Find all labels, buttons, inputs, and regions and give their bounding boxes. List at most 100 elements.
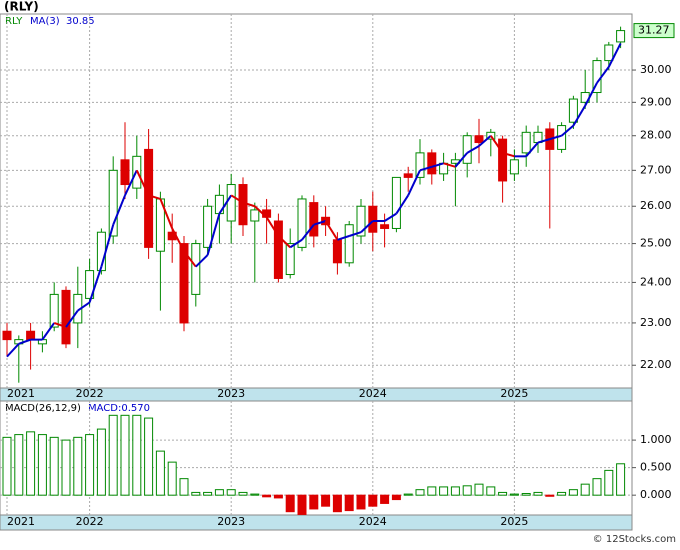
x-tick-label: 2023	[217, 515, 245, 528]
candle-body	[49, 293, 59, 328]
macd-bar	[545, 494, 555, 497]
macd-bar	[321, 494, 331, 507]
ma-line	[348, 231, 362, 237]
x-tick-label: 2021	[7, 387, 35, 400]
ma-line	[171, 228, 185, 252]
candle-body	[391, 176, 401, 229]
source: © 12Stocks.com	[593, 534, 676, 545]
macd-bar	[356, 494, 366, 510]
macd-bar	[486, 486, 496, 496]
ma-line	[289, 238, 303, 249]
candle-body	[332, 239, 342, 264]
macd-bar	[380, 494, 390, 504]
ma-line	[100, 224, 115, 267]
y-tick-label: 0.000	[640, 488, 672, 501]
macd-bar	[96, 428, 106, 496]
x-axis-band	[0, 514, 633, 531]
ma-line	[395, 194, 410, 215]
candle-body	[568, 98, 578, 123]
macd-bar	[73, 436, 83, 496]
candle-body	[226, 184, 236, 222]
ma-line	[183, 250, 197, 268]
candle-body	[120, 159, 130, 186]
last-price-box	[633, 23, 675, 39]
macd-bar	[14, 434, 24, 496]
symbol-label: RLY	[5, 16, 23, 27]
y-tick-label: 25.00	[640, 237, 672, 250]
macd-label: MACD:0.570	[88, 403, 150, 414]
ma-line	[148, 194, 161, 200]
candle-body	[273, 220, 283, 279]
macd-bar	[37, 434, 47, 496]
price-panel	[0, 13, 633, 389]
chart-title: (RLY)	[4, 0, 39, 14]
ma-line	[419, 165, 433, 172]
ma-line	[560, 124, 575, 137]
ma-line	[230, 194, 244, 204]
candle-body	[380, 224, 390, 229]
macd-bar	[167, 461, 177, 496]
ma-line	[607, 43, 622, 68]
macd-bar	[85, 434, 95, 496]
macd-bar	[226, 489, 236, 496]
candle-body	[403, 173, 413, 178]
macd-bar	[273, 494, 283, 499]
ma-line	[254, 205, 268, 219]
macd-bar	[332, 494, 342, 513]
macd-bar	[580, 483, 590, 496]
ma-line	[53, 321, 67, 329]
macd-bar	[203, 491, 213, 496]
candle-body	[415, 152, 425, 178]
ma-line	[549, 134, 562, 141]
y-tick-label: 0.500	[640, 461, 672, 474]
ma-value: 30.85	[66, 16, 95, 27]
ma-line	[466, 145, 480, 154]
ma-line	[41, 322, 56, 341]
candle-body	[250, 209, 260, 222]
x-tick-label: 2023	[217, 387, 245, 400]
macd-bar	[250, 493, 260, 496]
ma-line	[277, 235, 291, 249]
macd-bar	[155, 450, 165, 496]
macd-bar	[179, 478, 189, 496]
ma-line	[596, 66, 610, 84]
ma-line	[135, 169, 150, 196]
ma-line	[489, 135, 504, 154]
candle-body	[509, 159, 519, 175]
candle-body	[604, 44, 614, 62]
ma-line	[6, 343, 20, 358]
candle-body	[179, 243, 189, 324]
candle-body	[297, 198, 307, 248]
candle-body	[108, 169, 118, 237]
macd-bar	[191, 491, 201, 496]
macd-bar	[427, 486, 437, 496]
macd-bar	[238, 491, 248, 496]
last-price-label: 31.27	[638, 24, 670, 37]
x-tick-label: 2025	[500, 387, 528, 400]
ma-line	[65, 310, 79, 328]
candle-body	[144, 148, 154, 248]
x-tick-label: 2025	[500, 515, 528, 528]
macd-bar	[616, 463, 626, 496]
ma-line	[572, 105, 587, 127]
ma-line	[301, 224, 315, 241]
ma-line	[525, 141, 539, 157]
ma-line	[77, 301, 91, 312]
ma-line	[537, 138, 551, 144]
macd-bar	[557, 491, 567, 496]
candle-body	[427, 152, 437, 175]
y-tick-label: 28.00	[640, 129, 672, 142]
macd-bar	[498, 491, 508, 496]
y-tick-label: 27.00	[640, 163, 672, 176]
macd-bar	[285, 494, 295, 513]
macd-bar	[309, 494, 319, 510]
ma-line	[454, 152, 468, 168]
y-tick-label: 24.00	[640, 275, 672, 288]
macd-bar	[120, 414, 130, 496]
ma-line	[18, 338, 31, 345]
ma-line	[584, 82, 598, 107]
ma-line	[324, 220, 339, 241]
ma-line	[124, 169, 138, 196]
y-tick-label: 22.00	[640, 358, 672, 371]
